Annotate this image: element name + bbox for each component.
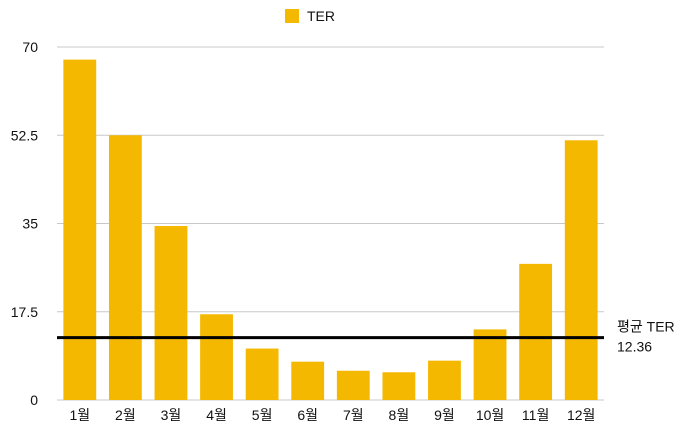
- x-tick-label: 9월: [434, 407, 455, 423]
- average-label-title: 평균 TER: [617, 319, 675, 335]
- x-tick-label: 11월: [522, 407, 549, 423]
- bar: [428, 360, 461, 400]
- bar: [291, 361, 325, 400]
- average-label-value: 12.36: [617, 339, 652, 355]
- bar: [382, 372, 416, 400]
- bar: [63, 59, 97, 400]
- legend-swatch: [285, 9, 299, 23]
- bar: [564, 140, 598, 401]
- bar: [245, 348, 279, 400]
- bar: [336, 370, 370, 400]
- bar: [154, 226, 188, 400]
- y-axis-ticks: 0 17.5 35 52.5 70: [11, 39, 38, 408]
- y-tick-label: 52.5: [11, 127, 38, 143]
- x-tick-label: 3월: [161, 407, 182, 423]
- y-tick-label: 70: [22, 39, 38, 55]
- bar: [108, 135, 142, 400]
- x-tick-label: 1월: [69, 407, 90, 423]
- x-tick-label: 5월: [252, 407, 273, 423]
- grid-lines: [57, 46, 604, 401]
- x-tick-label: 10월: [476, 407, 504, 423]
- x-tick-label: 7월: [343, 407, 364, 423]
- bar: [200, 314, 233, 400]
- legend-label: TER: [307, 8, 335, 24]
- legend: TER: [285, 8, 335, 24]
- bar: [519, 263, 553, 400]
- y-tick-label: 35: [22, 216, 38, 232]
- x-tick-label: 12월: [567, 407, 595, 423]
- reference-line-group: 평균 TER 12.36: [57, 319, 675, 355]
- x-axis-ticks: 1월 2월 3월 4월 5월 6월 7월 8월 9월 10월 11월 12월: [69, 407, 595, 423]
- x-tick-label: 4월: [206, 407, 227, 423]
- y-tick-label: 17.5: [11, 304, 38, 320]
- x-tick-label: 6월: [297, 407, 318, 423]
- x-tick-label: 8월: [389, 407, 410, 423]
- y-tick-label: 0: [30, 392, 38, 408]
- bars: [63, 59, 598, 401]
- x-tick-label: 2월: [115, 407, 136, 423]
- bar: [473, 329, 507, 400]
